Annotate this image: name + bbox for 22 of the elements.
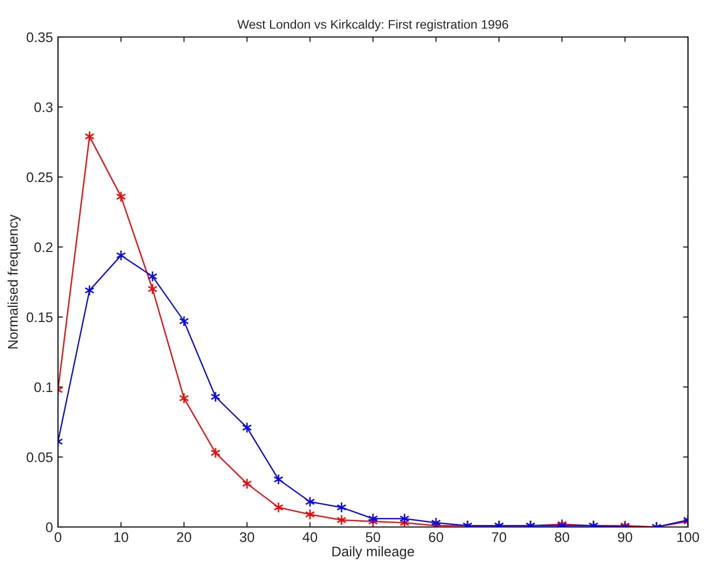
- x-tick-label: 60: [428, 532, 444, 542]
- x-tick-label: 90: [618, 532, 632, 542]
- y-tick-label: 0.25: [26, 172, 53, 182]
- chart-title: West London vs Kirkcaldy: First registration 1996: [237, 20, 508, 32]
- x-tick-label: 100: [677, 532, 700, 542]
- y-tick-label: 0.2: [34, 242, 52, 252]
- y-tick-label: 0.05: [26, 452, 53, 462]
- y-tick-label: 0.35: [26, 32, 53, 42]
- x-tick-label: 50: [366, 532, 380, 542]
- y-tick-label: 0.3: [34, 102, 53, 112]
- x-tick-label: 80: [554, 532, 570, 542]
- x-tick-label: 70: [492, 532, 506, 542]
- x-axis-title: Daily mileage: [332, 546, 414, 560]
- x-tick-label: 30: [240, 532, 254, 542]
- x-tick-label: 0: [54, 532, 62, 542]
- x-tick-label: 40: [302, 532, 318, 542]
- x-tick-label: 20: [176, 532, 192, 542]
- y-tick-label: 0.1: [34, 382, 52, 392]
- y-tick-label: 0: [46, 522, 53, 532]
- x-tick-label: 10: [114, 532, 128, 542]
- y-tick-label: 0.15: [26, 312, 53, 322]
- y-axis-title: Normalised frequency: [8, 214, 21, 348]
